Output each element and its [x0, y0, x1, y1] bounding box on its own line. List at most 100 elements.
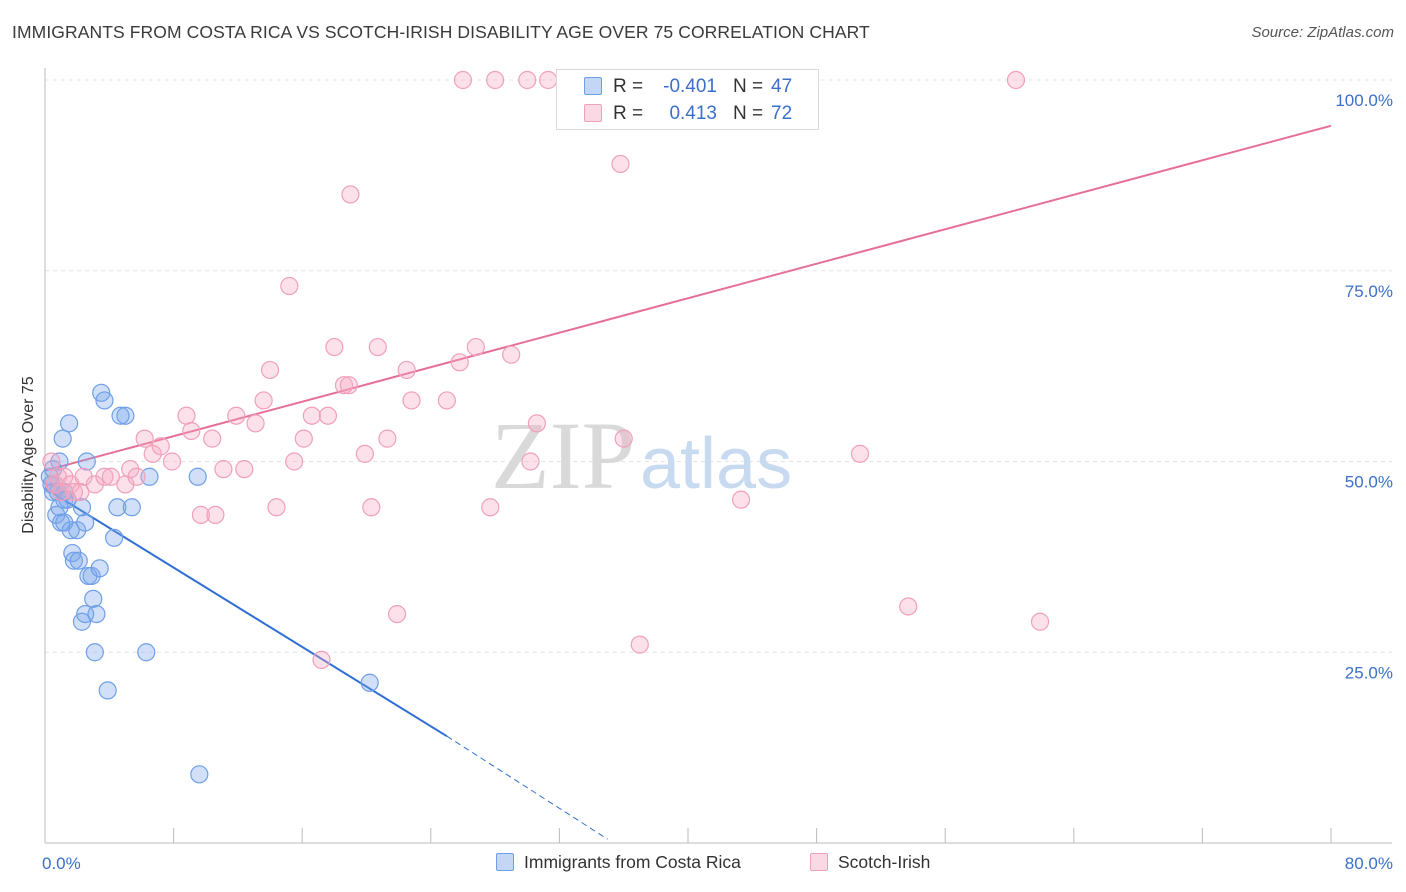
point-costa-rica [63, 543, 82, 563]
point-scotch-irish [850, 444, 870, 463]
series-legend-scotch-irish[interactable]: Scotch-Irish [810, 852, 930, 873]
point-scotch-irish [162, 452, 182, 471]
point-scotch-irish [481, 498, 500, 517]
point-scotch-irish [339, 376, 358, 395]
point-costa-rica [122, 498, 141, 517]
point-scotch-irish [203, 429, 222, 448]
point-scotch-irish [121, 460, 140, 479]
point-costa-rica [87, 604, 106, 624]
point-costa-rica [64, 551, 84, 570]
point-scotch-irish [151, 437, 170, 456]
point-scotch-irish [64, 482, 84, 502]
point-scotch-irish [502, 345, 521, 364]
chart-title: IMMIGRANTS FROM COSTA RICA VS SCOTCH-IRI… [12, 22, 870, 42]
watermark: ZIP atlas [491, 402, 792, 509]
point-scotch-irish [235, 460, 254, 479]
point-scotch-irish [71, 482, 90, 502]
point-scotch-irish [630, 635, 649, 654]
correlation-legend: R = -0.401 N = 47 R = 0.413 N = 72 [556, 69, 819, 130]
point-scotch-irish [135, 429, 154, 448]
point-scotch-irish [127, 467, 146, 486]
point-scotch-irish [731, 490, 751, 509]
point-costa-rica [95, 391, 114, 410]
watermark-atlas: atlas [640, 424, 792, 504]
gridlines [45, 79, 1392, 653]
point-costa-rica [111, 406, 130, 425]
point-costa-rica [90, 559, 109, 578]
point-costa-rica [60, 414, 79, 433]
legend-row-costa-rica: R = -0.401 N = 47 [557, 74, 818, 100]
series-swatch-pink [810, 853, 828, 871]
point-scotch-irish [521, 452, 540, 471]
point-costa-rica [140, 467, 159, 486]
point-scotch-irish [1006, 70, 1026, 90]
point-scotch-irish [182, 421, 201, 441]
point-scotch-irish [539, 70, 558, 90]
point-costa-rica [188, 467, 207, 486]
point-scotch-irish [206, 505, 225, 525]
series-label-scotch-irish: Scotch-Irish [838, 852, 931, 872]
point-costa-rica [69, 551, 88, 570]
point-scotch-irish [254, 391, 273, 410]
point-scotch-irish [527, 414, 546, 433]
point-scotch-irish [191, 505, 211, 525]
point-scotch-irish [450, 353, 469, 372]
point-costa-rica [108, 498, 127, 517]
point-scotch-irish [267, 498, 286, 517]
point-costa-rica [98, 681, 117, 700]
legend-row-scotch-irish: R = 0.413 N = 72 [557, 101, 818, 127]
point-scotch-irish [453, 70, 473, 90]
point-scotch-irish [302, 406, 321, 425]
point-costa-rica [190, 765, 209, 784]
watermark-zip: ZIP [491, 402, 635, 509]
point-scotch-irish [312, 650, 331, 669]
point-costa-rica [360, 673, 379, 692]
point-scotch-irish [362, 498, 381, 517]
legend-swatch-pink [584, 104, 602, 122]
y-tick-label: 100.0% [1335, 91, 1393, 110]
legend-n-label: N = [733, 103, 764, 124]
legend-n-value: 72 [771, 103, 793, 124]
point-costa-rica [85, 643, 104, 662]
legend-r-value: -0.401 [663, 76, 717, 97]
point-scotch-irish [285, 452, 304, 471]
point-costa-rica [84, 589, 103, 608]
point-costa-rica [105, 528, 124, 547]
y-tick-label: 25.0% [1345, 663, 1393, 682]
point-scotch-irish [355, 444, 374, 463]
point-costa-rica [53, 429, 72, 448]
point-scotch-irish [95, 467, 114, 486]
point-scotch-irish [1030, 612, 1050, 631]
point-scotch-irish [214, 460, 233, 479]
point-scotch-irish [402, 391, 421, 410]
point-scotch-irish [101, 467, 121, 486]
point-scotch-irish [55, 467, 74, 486]
legend-r-label: R = [613, 103, 644, 124]
point-scotch-irish [397, 360, 416, 380]
point-scotch-irish [518, 70, 537, 90]
point-scotch-irish [341, 185, 360, 204]
point-scotch-irish [325, 337, 344, 357]
series-legend-costa-rica[interactable]: Immigrants from Costa Rica [496, 852, 741, 873]
point-scotch-irish [614, 429, 633, 448]
point-scotch-irish [486, 70, 505, 90]
point-scotch-irish [246, 414, 265, 433]
y-tick-label: 50.0% [1345, 473, 1393, 492]
point-scotch-irish [177, 406, 196, 425]
point-costa-rica [116, 406, 135, 425]
y-tick-label: 75.0% [1345, 282, 1393, 301]
series-label-costa-rica: Immigrants from Costa Rica [524, 852, 741, 872]
legend-r-label: R = [613, 76, 644, 97]
data-points [40, 70, 1050, 784]
x-tick-label: 80.0% [1345, 854, 1393, 873]
point-scotch-irish [227, 406, 246, 425]
point-scotch-irish [378, 429, 397, 448]
point-scotch-irish [611, 154, 630, 174]
point-costa-rica [77, 452, 96, 471]
point-scotch-irish [280, 276, 299, 296]
point-scotch-irish [334, 376, 354, 395]
point-scotch-irish [260, 360, 280, 380]
tick-labels: 25.0% 50.0% 75.0% 100.0% 0.0% 80.0% [42, 91, 1393, 873]
legend-n-label: N = [733, 76, 764, 97]
